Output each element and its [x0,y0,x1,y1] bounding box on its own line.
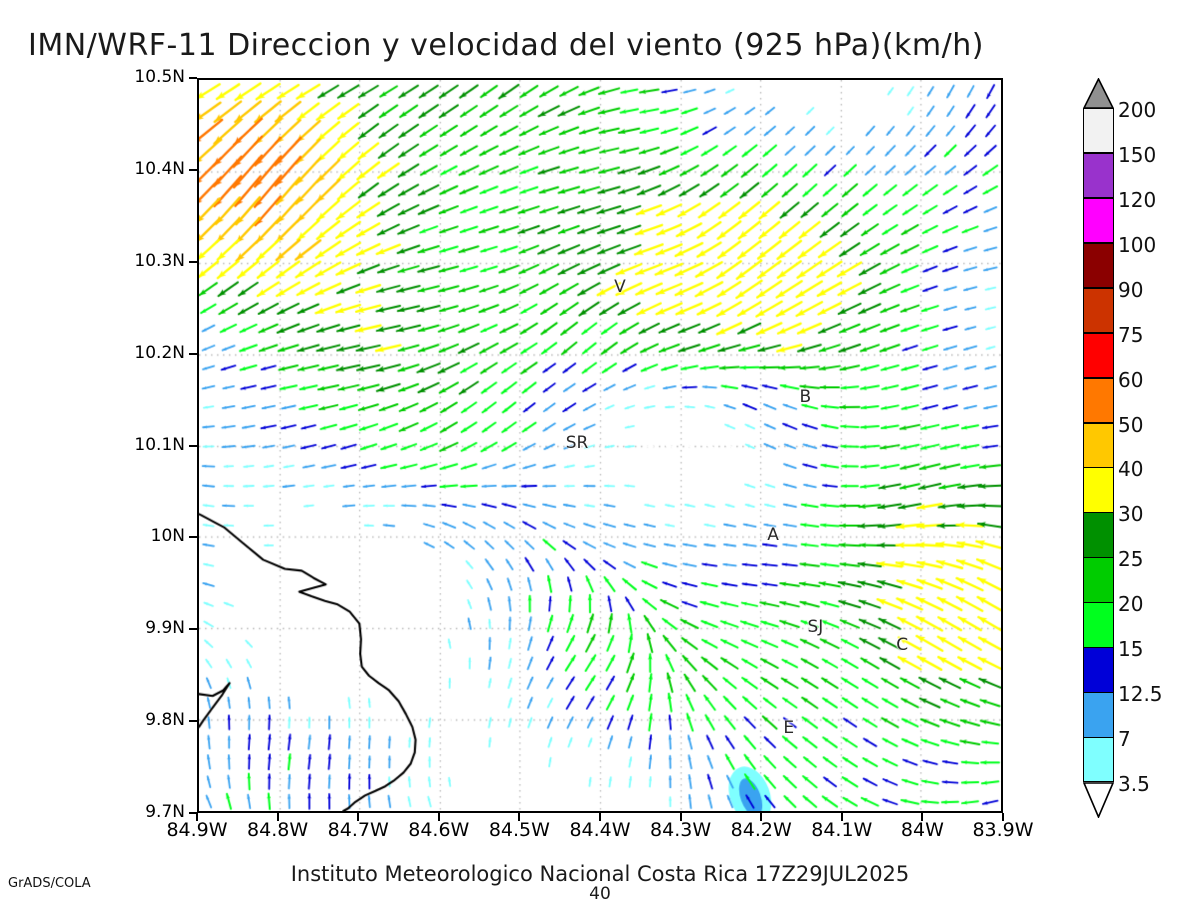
x-axis-label: 84.6W [408,819,470,841]
colorbar-tick-label: 50 [1118,412,1144,437]
colorbar-tick-label: 90 [1118,277,1144,302]
x-axis-tick [921,813,924,821]
colorbar-tick-label: 120 [1118,187,1157,212]
y-axis-label: 10.2N [134,342,185,363]
colorbar-tick-label: 20 [1118,592,1144,617]
colorbar-band [1083,377,1114,424]
colorbar-tick-label: 15 [1118,637,1144,662]
x-axis-label: 84.3W [650,819,712,841]
map-station-label: E [783,717,795,738]
x-axis-tick [840,813,843,821]
y-axis-label: 9.7N [145,802,185,822]
y-axis-label: 10.1N [134,434,185,455]
y-axis-tick [189,720,197,723]
x-axis-tick [1002,813,1004,821]
colorbar-tick-label: 30 [1118,502,1144,527]
x-axis-label: 84.1W [811,819,873,841]
x-axis-label: 84.7W [327,819,389,841]
x-axis-label: 84.9W [166,819,228,841]
map-station-label: B [799,386,812,407]
colorbar-band [1083,602,1114,648]
colorbar-band [1083,108,1114,154]
y-axis-label: 9.9N [145,618,185,639]
map-station-label: C [896,635,909,656]
x-axis-label: 84.4W [569,819,631,841]
colorbar-band [1083,737,1114,783]
y-axis-tick [189,168,197,171]
footer-institute: Instituto Meteorologico Nacional Costa R… [290,862,910,886]
y-axis-label: 10N [150,526,185,547]
map-station-label: V [614,276,626,297]
x-axis-tick [760,813,763,821]
x-axis-label: 84W [900,819,944,841]
map-station-label: SR [565,432,589,453]
x-axis-tick [357,813,360,821]
colorbar-tick-label: 3.5 [1118,772,1150,796]
map-station-label: A [767,524,779,545]
colorbar-tick-label: 12.5 [1118,682,1163,707]
colorbar-tick-label: 150 [1118,142,1157,167]
y-axis-tick [189,444,197,447]
colorbar-tick-label: 100 [1118,232,1157,257]
y-axis-tick [189,260,197,263]
colorbar-band [1083,332,1114,379]
y-axis-tick [189,536,197,539]
y-axis-label: 9.8N [145,710,185,731]
reference-vector-label: 40 [589,884,611,904]
y-axis-tick [189,812,197,814]
colorbar-tick-label: 7 [1118,727,1131,752]
x-axis-tick [437,813,440,821]
colorbar-over-arrow [1082,77,1115,109]
y-axis-tick [189,628,197,631]
x-axis-label: 84.8W [247,819,309,841]
page-title: IMN/WRF-11 Direccion y velocidad del vie… [28,28,984,63]
colorbar-band [1083,287,1114,334]
x-axis-tick [276,813,279,821]
colorbar-band [1083,467,1114,513]
y-axis-label: 10.3N [134,250,185,271]
colorbar-band [1083,242,1114,289]
x-axis-tick [599,813,601,821]
colorbar-band [1083,197,1114,244]
map-plot-area: V B SR A SJ C E [197,78,1003,813]
grads-credit: GrADS/COLA [8,876,91,891]
y-axis-label: 10.5N [134,67,185,87]
colorbar-tick-label: 200 [1118,98,1157,122]
x-axis-tick [679,813,682,821]
y-axis-tick [189,77,197,79]
x-axis-tick [196,813,198,821]
colorbar-band [1083,647,1114,693]
colorbar-band [1083,557,1114,603]
colorbar-band [1083,512,1114,558]
colorbar: 200 150 120 100 90 75 60 50 40 30 25 20 15 12.5 7 3.5 [1082,77,1200,820]
colorbar-band [1083,692,1114,738]
colorbar-band [1083,422,1114,468]
map-station-label: SJ [807,616,824,637]
x-axis-tick [518,813,521,821]
y-axis-label: 10.4N [134,158,185,179]
colorbar-tick-label: 60 [1118,367,1144,392]
coastline-layer [199,80,1001,811]
x-axis-label: 84.2W [730,819,792,841]
colorbar-tick-label: 40 [1118,457,1144,482]
y-axis-tick [189,352,197,355]
colorbar-tick-label: 25 [1118,547,1144,572]
colorbar-tick-label: 75 [1118,322,1144,347]
x-axis-label: 84.5W [488,819,550,841]
colorbar-under-arrow [1082,782,1115,820]
x-axis-label: 83.9W [972,819,1034,841]
colorbar-band [1083,152,1114,199]
